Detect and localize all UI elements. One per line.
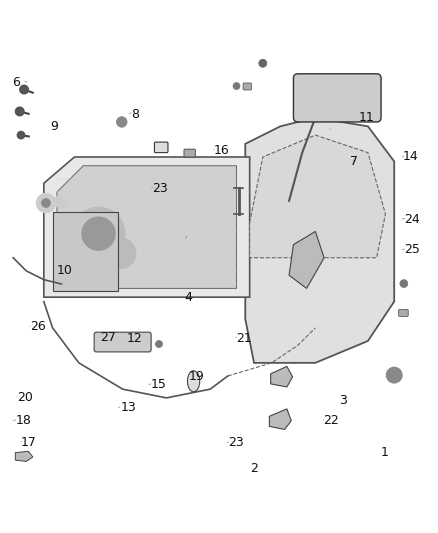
Text: 26: 26	[30, 320, 46, 334]
Polygon shape	[271, 366, 293, 387]
Text: 12: 12	[127, 332, 143, 345]
Text: 1: 1	[381, 446, 389, 459]
Text: 20: 20	[17, 391, 32, 403]
FancyBboxPatch shape	[154, 142, 168, 152]
Circle shape	[155, 341, 162, 348]
Polygon shape	[44, 157, 250, 297]
Circle shape	[20, 85, 28, 94]
Polygon shape	[15, 451, 33, 462]
Text: 15: 15	[151, 378, 167, 391]
Text: 7: 7	[350, 155, 358, 168]
FancyBboxPatch shape	[243, 83, 251, 90]
Circle shape	[233, 83, 240, 90]
Text: 9: 9	[50, 120, 58, 133]
Text: 2: 2	[250, 462, 258, 475]
Text: 10: 10	[57, 264, 73, 277]
Text: 8: 8	[131, 108, 139, 120]
Text: 13: 13	[120, 401, 136, 414]
Circle shape	[82, 217, 115, 251]
Polygon shape	[57, 166, 237, 288]
Circle shape	[259, 59, 267, 67]
Text: 19: 19	[188, 370, 204, 383]
Text: 16: 16	[214, 144, 230, 157]
Circle shape	[72, 207, 125, 260]
Text: 6: 6	[12, 76, 20, 89]
Text: 25: 25	[404, 244, 420, 256]
Text: 23: 23	[228, 436, 244, 449]
Circle shape	[117, 117, 127, 127]
FancyBboxPatch shape	[184, 149, 195, 157]
Circle shape	[15, 107, 24, 116]
Text: 14: 14	[403, 150, 419, 164]
Circle shape	[339, 108, 345, 115]
FancyBboxPatch shape	[293, 74, 381, 122]
Text: 21: 21	[236, 332, 251, 345]
Polygon shape	[245, 118, 394, 363]
Text: 4: 4	[184, 290, 192, 304]
Text: 18: 18	[15, 414, 31, 427]
Text: 24: 24	[404, 213, 420, 225]
Circle shape	[42, 199, 50, 207]
Polygon shape	[250, 135, 385, 258]
Text: 3: 3	[339, 393, 347, 407]
Circle shape	[36, 193, 56, 213]
Text: 23: 23	[152, 182, 168, 195]
Text: 11: 11	[359, 111, 375, 124]
Polygon shape	[269, 409, 291, 430]
FancyBboxPatch shape	[53, 212, 118, 290]
Circle shape	[54, 196, 67, 208]
Text: 27: 27	[100, 331, 116, 344]
Circle shape	[400, 280, 408, 287]
Text: 22: 22	[323, 414, 339, 427]
Circle shape	[386, 367, 402, 383]
Circle shape	[18, 132, 25, 139]
Polygon shape	[289, 231, 324, 288]
Text: 17: 17	[21, 436, 37, 449]
FancyBboxPatch shape	[399, 310, 408, 317]
FancyBboxPatch shape	[94, 332, 151, 352]
Ellipse shape	[187, 371, 200, 392]
Circle shape	[105, 238, 136, 269]
